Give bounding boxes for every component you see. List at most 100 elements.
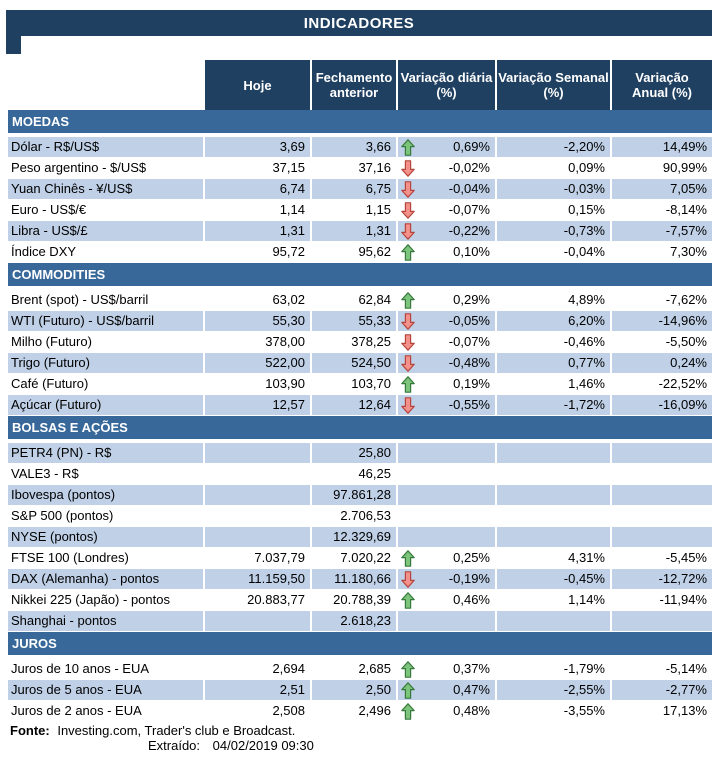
cell-var-anual: 90,99% [612, 158, 712, 179]
row-label: Café (Futuro) [8, 374, 203, 395]
cell-var-diaria: -0,07% [398, 332, 495, 353]
cell-var-diaria: -0,02% [398, 158, 495, 179]
cell-var-anual: -8,14% [612, 200, 712, 221]
table-row: Euro - US$/€ 1,14 1,15 -0,07% 0,15% -8,14% [8, 200, 712, 221]
cell-var-anual [612, 611, 712, 632]
table-row: Dólar - R$/US$ 3,69 3,66 0,69% -2,20% 14,49% [8, 137, 712, 158]
cell-var-diaria: 0,48% [398, 701, 495, 722]
table-row: DAX (Alemanha) - pontos 11.159,50 11.180,6… [8, 569, 712, 590]
cell-var-anual: 14,49% [612, 137, 712, 158]
cell-var-diaria: -0,19% [398, 569, 495, 590]
cell-fechamento: 12,64 [312, 395, 396, 416]
source-text: Investing.com, Trader's club e Broadcast… [57, 723, 296, 738]
cell-hoje: 1,14 [205, 200, 310, 221]
cell-fechamento: 1,15 [312, 200, 396, 221]
cell-var-semanal: 1,46% [497, 374, 610, 395]
cell-var-anual: 7,30% [612, 242, 712, 263]
var-diaria-value: 0,46% [453, 592, 490, 607]
table-row: PETR4 (PN) - R$ 25,80 [8, 443, 712, 464]
cell-var-diaria: 0,10% [398, 242, 495, 263]
table-row: Índice DXY 95,72 95,62 0,10% -0,04% 7,30% [8, 242, 712, 263]
cell-fechamento: 3,66 [312, 137, 396, 158]
cell-var-diaria [398, 506, 495, 527]
arrow-down-icon [401, 571, 415, 588]
table-row: NYSE (pontos) 12.329,69 [8, 527, 712, 548]
table-body: MOEDAS Dólar - R$/US$ 3,69 3,66 0,69% -2,20% 1… [8, 110, 715, 722]
table-row: Juros de 10 anos - EUA 2,694 2,685 0,37% -1,… [8, 659, 712, 680]
arrow-up-icon [401, 682, 415, 699]
cell-fechamento: 46,25 [312, 464, 396, 485]
cell-fechamento: 2.618,23 [312, 611, 396, 632]
var-diaria-value: -0,55% [448, 397, 490, 412]
row-label: VALE3 - R$ [8, 464, 203, 485]
row-label: Shanghai - pontos [8, 611, 203, 632]
cell-var-diaria: -0,05% [398, 311, 495, 332]
row-label: Índice DXY [8, 242, 203, 263]
arrow-down-icon [401, 355, 415, 372]
cell-hoje [205, 611, 310, 632]
cell-var-diaria: 0,29% [398, 290, 495, 311]
table-row: Ibovespa (pontos) 97.861,28 [8, 485, 712, 506]
cell-fechamento: 25,80 [312, 443, 396, 464]
cell-hoje: 95,72 [205, 242, 310, 263]
table-row: S&P 500 (pontos) 2.706,53 [8, 506, 712, 527]
cell-var-semanal: -0,46% [497, 332, 610, 353]
cell-hoje: 522,00 [205, 353, 310, 374]
cell-hoje [205, 443, 310, 464]
cell-var-anual: -22,52% [612, 374, 712, 395]
row-label: DAX (Alemanha) - pontos [8, 569, 203, 590]
cell-fechamento: 2,50 [312, 680, 396, 701]
cell-var-diaria [398, 443, 495, 464]
table-row: Juros de 5 anos - EUA 2,51 2,50 0,47% -2,55%… [8, 680, 712, 701]
cell-var-semanal: -0,04% [497, 242, 610, 263]
cell-hoje: 2,694 [205, 659, 310, 680]
var-diaria-value: 0,10% [453, 244, 490, 259]
cell-var-semanal: 1,14% [497, 590, 610, 611]
cell-var-semanal: 4,89% [497, 290, 610, 311]
cell-hoje: 2,508 [205, 701, 310, 722]
cell-var-anual [612, 527, 712, 548]
cell-hoje: 7.037,79 [205, 548, 310, 569]
var-diaria-value: 0,47% [453, 682, 490, 697]
cell-var-semanal: 0,77% [497, 353, 610, 374]
section-header-bolsas-e-acoes: BOLSAS E AÇÕES [8, 416, 712, 439]
arrow-down-icon [401, 181, 415, 198]
footer: Fonte: Investing.com, Trader's club e Br… [8, 724, 715, 752]
cell-var-anual: -7,57% [612, 221, 712, 242]
extracted-line: Extraído: 04/02/2019 09:30 [8, 739, 715, 752]
extracted-label: Extraído: [148, 738, 201, 753]
cell-var-diaria: -0,07% [398, 200, 495, 221]
cell-var-diaria: 0,47% [398, 680, 495, 701]
cell-var-diaria [398, 464, 495, 485]
row-label: Trigo (Futuro) [8, 353, 203, 374]
row-label: WTI (Futuro) - US$/barril [8, 311, 203, 332]
cell-var-semanal [497, 443, 610, 464]
cell-fechamento: 524,50 [312, 353, 396, 374]
row-label: Nikkei 225 (Japão) - pontos [8, 590, 203, 611]
cell-var-anual: 0,24% [612, 353, 712, 374]
cell-var-anual: 17,13% [612, 701, 712, 722]
var-diaria-value: 0,25% [453, 550, 490, 565]
cell-fechamento: 97.861,28 [312, 485, 396, 506]
arrow-up-icon [401, 244, 415, 261]
header-cell-empty [8, 60, 203, 110]
cell-var-semanal: -2,55% [497, 680, 610, 701]
var-diaria-value: 0,29% [453, 292, 490, 307]
source-line: Fonte: Investing.com, Trader's club e Br… [8, 724, 715, 737]
cell-var-semanal: -1,79% [497, 659, 610, 680]
row-label: Juros de 5 anos - EUA [8, 680, 203, 701]
cell-hoje [205, 485, 310, 506]
arrow-up-icon [401, 139, 415, 156]
cell-var-diaria [398, 485, 495, 506]
cell-hoje: 37,15 [205, 158, 310, 179]
table-header-row: Hoje Fechamento anterior Variação diária (%)… [8, 60, 712, 110]
table-row: Milho (Futuro) 378,00 378,25 -0,07% -0,46% -5… [8, 332, 712, 353]
cell-fechamento: 2.706,53 [312, 506, 396, 527]
cell-var-semanal: 0,15% [497, 200, 610, 221]
section-header-juros: JUROS [8, 632, 712, 655]
row-label: Libra - US$/£ [8, 221, 203, 242]
cell-var-semanal: 4,31% [497, 548, 610, 569]
row-label: Milho (Futuro) [8, 332, 203, 353]
table-row: Yuan Chinês - ¥/US$ 6,74 6,75 -0,04% -0,03% 7… [8, 179, 712, 200]
cell-var-diaria: -0,55% [398, 395, 495, 416]
